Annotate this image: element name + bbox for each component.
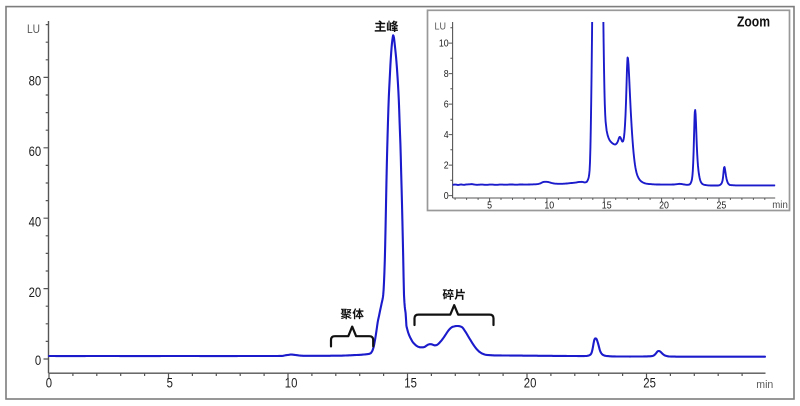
svg-text:5: 5 <box>167 376 173 391</box>
svg-text:4: 4 <box>444 130 449 141</box>
svg-text:8: 8 <box>444 69 449 80</box>
svg-text:25: 25 <box>643 376 656 391</box>
svg-text:5: 5 <box>487 200 492 211</box>
svg-text:20: 20 <box>659 200 669 211</box>
svg-text:0: 0 <box>35 353 41 368</box>
svg-text:25: 25 <box>717 200 727 211</box>
svg-text:20: 20 <box>524 376 537 391</box>
svg-text:40: 40 <box>29 214 42 229</box>
svg-text:min: min <box>756 379 773 391</box>
svg-text:20: 20 <box>29 285 42 300</box>
svg-text:2: 2 <box>444 161 449 172</box>
svg-text:10: 10 <box>285 376 298 391</box>
svg-text:LU: LU <box>27 24 40 36</box>
svg-text:min: min <box>772 200 788 211</box>
svg-text:10: 10 <box>439 39 449 50</box>
svg-text:0: 0 <box>46 376 52 391</box>
svg-text:10: 10 <box>544 200 554 211</box>
svg-text:15: 15 <box>602 200 612 211</box>
svg-text:Zoom: Zoom <box>737 13 770 30</box>
svg-text:15: 15 <box>404 376 417 391</box>
svg-text:LU: LU <box>435 21 447 32</box>
svg-text:60: 60 <box>29 144 42 159</box>
svg-text:80: 80 <box>29 74 42 89</box>
svg-text:0: 0 <box>444 191 449 202</box>
svg-text:6: 6 <box>444 100 449 111</box>
